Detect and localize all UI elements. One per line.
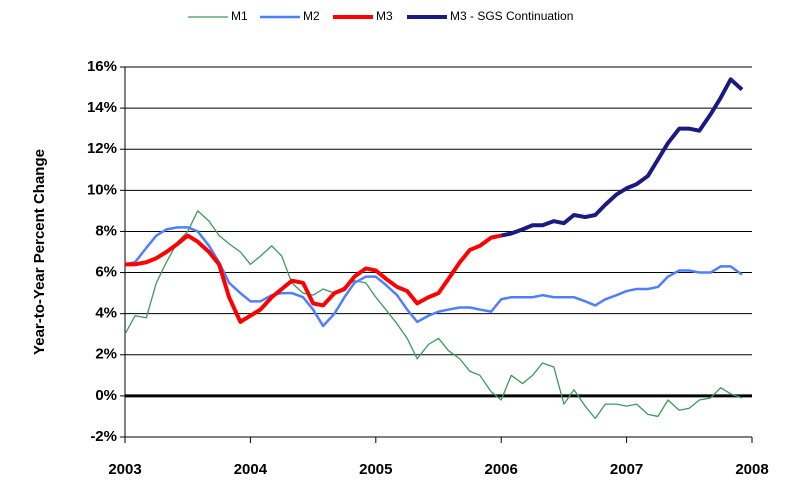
series-line — [500, 77, 744, 238]
legend-label: M3 - SGS Continuation — [450, 9, 573, 23]
legend-label: M1 — [231, 9, 248, 23]
y-tick-label: 14% — [87, 99, 117, 116]
x-tick-label: 2004 — [234, 461, 268, 478]
legend-label: M2 — [303, 9, 320, 23]
y-tick-label: -2% — [90, 428, 117, 445]
x-tick-label: 2008 — [735, 461, 768, 478]
x-tick-label: 2006 — [485, 461, 518, 478]
series-line — [124, 226, 743, 328]
y-tick-label: 12% — [87, 140, 117, 157]
x-tick-label: 2003 — [108, 461, 141, 478]
y-tick-label: 16% — [87, 58, 117, 75]
y-tick-label: 10% — [87, 181, 117, 198]
y-tick-label: 4% — [95, 305, 117, 322]
series-line — [125, 233, 502, 324]
x-tick-label: 2007 — [610, 461, 643, 478]
y-axis-label: Year-to-Year Percent Change — [31, 149, 48, 355]
y-tick-label: 2% — [95, 346, 117, 363]
y-tick-label: 0% — [95, 387, 117, 404]
series-line — [124, 210, 743, 420]
y-tick-label: 8% — [95, 222, 117, 239]
x-tick-label: 2005 — [359, 461, 392, 478]
y-tick-label: 6% — [95, 264, 117, 281]
legend-label: M3 — [376, 9, 393, 23]
